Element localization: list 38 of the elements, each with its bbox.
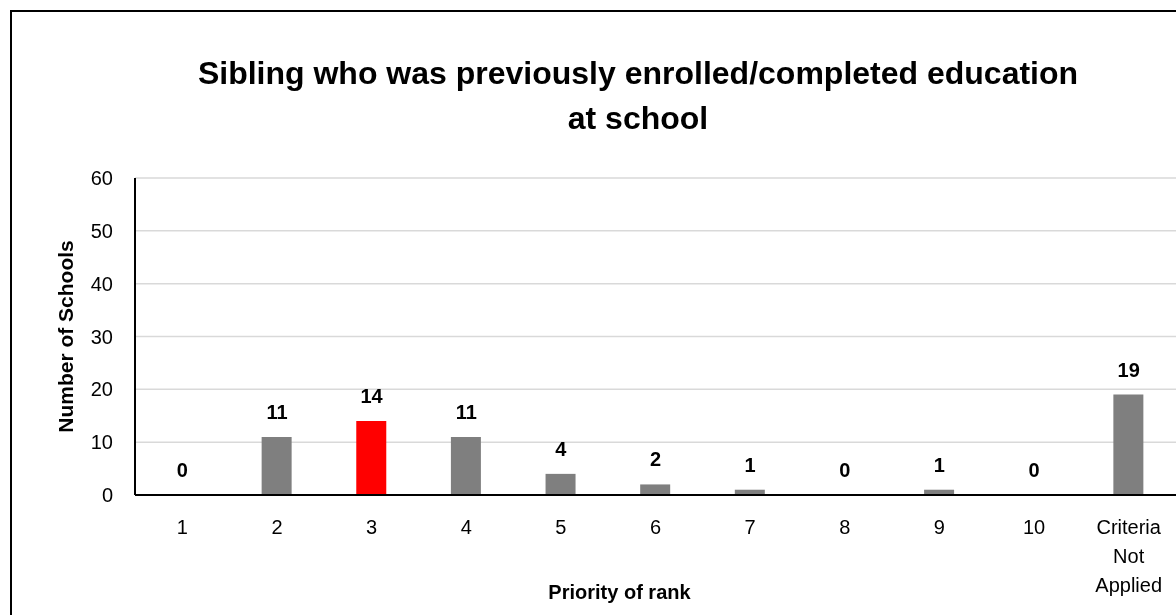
- y-tick-label: 30: [90, 325, 113, 348]
- data-label: 19: [1117, 358, 1140, 381]
- x-tick-label: 4: [460, 516, 472, 539]
- y-tick-label: 10: [90, 431, 113, 454]
- data-label: 1: [744, 453, 756, 476]
- chart-title: Sibling who was previously enrolled/completed education at school: [196, 54, 1080, 138]
- x-tick-label: 10: [1022, 516, 1046, 539]
- x-tick-label: 6: [649, 516, 662, 539]
- x-axis-title: Priority of rank: [548, 581, 692, 603]
- bar: [261, 436, 292, 495]
- x-tick-label: 8: [839, 516, 851, 539]
- x-tick-label: 2: [271, 516, 283, 539]
- y-tick-label: 40: [90, 272, 113, 295]
- data-label: 14: [360, 385, 384, 408]
- x-tick-label: 3: [366, 516, 378, 539]
- data-label: 0: [176, 459, 188, 481]
- x-tick-label: 5: [555, 516, 567, 539]
- bar: [545, 473, 576, 495]
- data-label: 11: [266, 400, 288, 423]
- x-tick-label: Criteria Not Applied: [1095, 516, 1163, 597]
- bar: [1113, 394, 1144, 495]
- data-label: 2: [649, 448, 662, 471]
- data-label: 4: [555, 437, 568, 460]
- y-tick-label: 60: [90, 167, 113, 190]
- data-label: 0: [839, 459, 851, 481]
- y-tick-label: 50: [90, 219, 113, 242]
- bar: [450, 436, 481, 495]
- y-axis-title: Number of Schools: [53, 240, 77, 433]
- x-tick-label: 7: [744, 516, 756, 539]
- y-tick-label: 20: [90, 378, 113, 401]
- data-label: 1: [933, 453, 945, 476]
- bar: [640, 484, 671, 495]
- y-tick-label: 0: [101, 484, 113, 507]
- x-tick-label: 1: [176, 516, 188, 539]
- x-tick-label: 9: [933, 516, 945, 539]
- data-label: 11: [455, 400, 477, 423]
- data-label: 0: [1028, 459, 1040, 481]
- bar: [356, 421, 387, 495]
